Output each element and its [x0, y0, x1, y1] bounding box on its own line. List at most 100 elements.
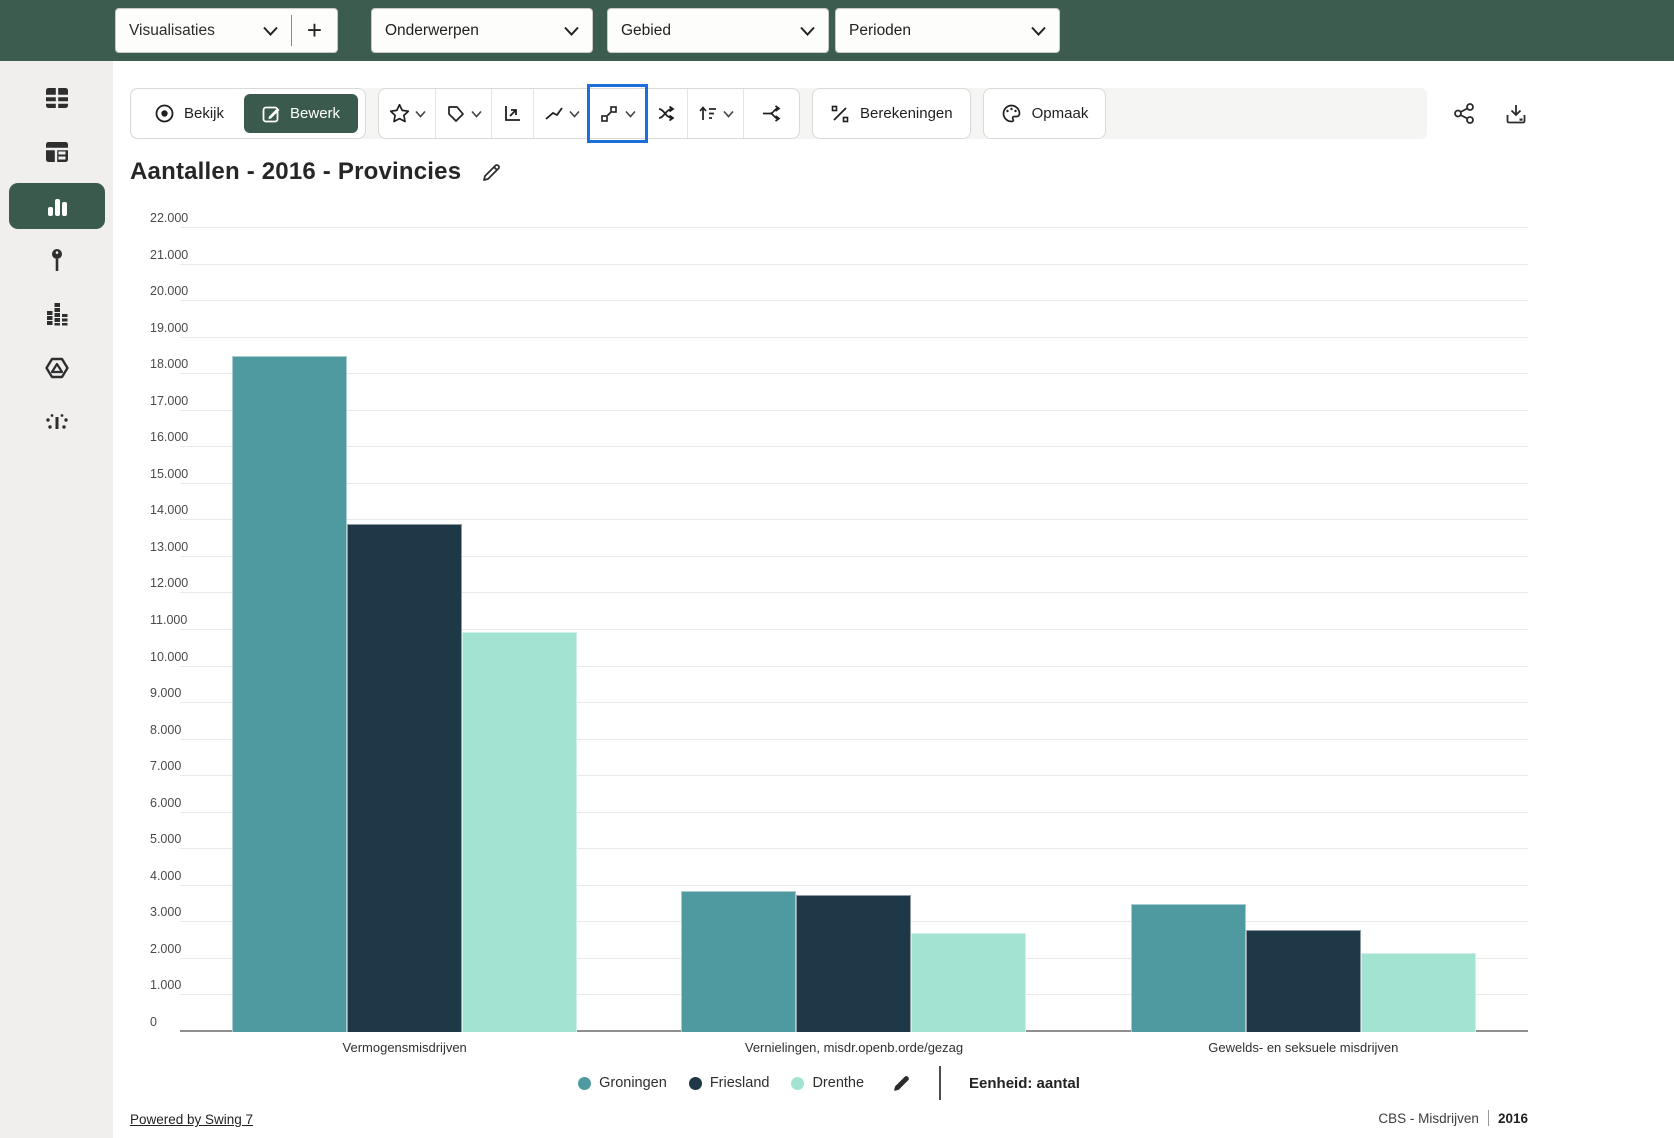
swap-axes-button[interactable]: [645, 89, 687, 138]
legend-dot: [578, 1076, 592, 1090]
map-pin-icon: [51, 249, 62, 271]
y-axis-tick-label: 19.000: [150, 320, 189, 335]
bar-friesland[interactable]: [796, 894, 912, 1032]
calculations-icon: [831, 105, 849, 122]
bar-group: [1079, 228, 1528, 1032]
table-icon: [45, 88, 68, 108]
shuffle-icon: [658, 105, 675, 122]
category-axis: Vermogensmisdrijven Vernielingen, misdr.o…: [180, 1040, 1528, 1055]
bar-friesland[interactable]: [1245, 929, 1361, 1032]
gridline: [180, 482, 1528, 484]
star-icon: [389, 103, 409, 123]
chevron-down-icon: [564, 26, 579, 36]
bewerk-label: Bewerk: [290, 105, 341, 122]
y-axis-tick-label: 9.000: [150, 686, 182, 701]
gridline: [180, 519, 1528, 521]
axes-tool-button[interactable]: [491, 89, 533, 138]
gridline: [180, 373, 1528, 375]
powered-by-link[interactable]: Powered by Swing 7: [130, 1112, 254, 1127]
legend-row: Groningen Friesland Drenthe Eenheid: aanta…: [130, 1064, 1528, 1102]
legend-dot: [791, 1076, 805, 1090]
edit-title-button[interactable]: [481, 162, 502, 183]
palette-icon: [1002, 104, 1020, 123]
bar-chart-icon: [47, 199, 67, 216]
eye-icon: [155, 104, 174, 123]
pivot-table-icon: [45, 142, 68, 162]
y-axis-tick-label: 15.000: [150, 466, 189, 481]
y-axis-tick-label: 21.000: [150, 247, 189, 262]
visualisaties-dropdown[interactable]: Visualisaties: [116, 9, 291, 52]
y-axis-tick-label: 16.000: [150, 430, 189, 445]
sidebar-item-shape-map[interactable]: [9, 341, 105, 395]
gridline: [180, 884, 1528, 886]
scatter-tool-button[interactable]: [587, 84, 649, 143]
add-visualisation-button[interactable]: +: [306, 15, 323, 45]
gridline: [180, 738, 1528, 740]
dropdown-divider: [291, 15, 292, 46]
source-label: CBS - Misdrijven: [1378, 1110, 1479, 1126]
line-chart-tool-button[interactable]: [533, 89, 589, 138]
bar-groningen[interactable]: [232, 355, 348, 1032]
gebied-dropdown[interactable]: Gebied: [607, 8, 829, 53]
share-button[interactable]: [1453, 102, 1476, 125]
label-tool-button[interactable]: [435, 89, 491, 138]
sidebar-item-distribution[interactable]: [9, 395, 105, 449]
y-axis-tick-label: 0: [150, 1015, 157, 1029]
y-axis-tick-label: 14.000: [150, 503, 189, 518]
sidebar-item-bar-chart[interactable]: [8, 183, 105, 229]
sidebar-item-table[interactable]: [9, 71, 105, 125]
favorite-tool-button[interactable]: [379, 89, 435, 138]
legend-item-groningen[interactable]: Groningen: [578, 1075, 667, 1091]
category-label: Gewelds- en seksuele misdrijven: [1208, 1040, 1399, 1055]
footer-source: CBS - Misdrijven 2016: [1378, 1110, 1528, 1126]
visualisaties-dropdown-group: Visualisaties +: [115, 8, 338, 53]
category-label: Vernielingen, misdr.openb.orde/gezag: [744, 1040, 964, 1055]
view-edit-group: Bekijk Bewerk: [130, 88, 367, 139]
berekeningen-button[interactable]: Berekeningen: [812, 88, 971, 139]
bar-friesland[interactable]: [347, 524, 463, 1032]
download-icon: [1506, 104, 1526, 123]
legend-divider: [939, 1066, 942, 1100]
y-axis-tick-label: 4.000: [150, 868, 182, 883]
sort-tool-button[interactable]: [687, 89, 743, 138]
bar-drenthe[interactable]: [911, 933, 1027, 1032]
gridline: [180, 702, 1528, 704]
sort-icon: [699, 106, 717, 120]
y-axis-tick-label: 8.000: [150, 722, 182, 737]
sidebar-item-pivot-table[interactable]: [9, 125, 105, 179]
bekijk-button[interactable]: Bekijk: [138, 94, 240, 133]
sidebar: [0, 61, 113, 1138]
perioden-dropdown[interactable]: Perioden: [835, 8, 1060, 53]
bar-group: [629, 228, 1078, 1032]
gridline: [180, 555, 1528, 557]
edit-legend-button[interactable]: [892, 1074, 911, 1093]
gridline: [180, 409, 1528, 411]
bar-chart: 0 1.000 2.000 3.000 4.000 5.000 6.000 7.000 8.00…: [130, 211, 1528, 1032]
edit-icon: [262, 106, 280, 123]
bar-groningen[interactable]: [681, 891, 797, 1032]
gridline: [180, 811, 1528, 813]
opmaak-button[interactable]: Opmaak: [982, 88, 1107, 139]
gebied-dropdown-label: Gebied: [621, 21, 671, 39]
chevron-down-icon: [470, 110, 482, 118]
chevron-down-icon: [414, 110, 426, 118]
trend-line-icon: [544, 106, 563, 120]
legend-item-friesland[interactable]: Friesland: [688, 1075, 769, 1091]
y-axis-tick-label: 3.000: [150, 905, 182, 920]
scatter-icon: [601, 106, 617, 122]
pencil-icon: [483, 163, 501, 181]
bar-drenthe[interactable]: [1360, 953, 1476, 1032]
bewerk-button[interactable]: Bewerk: [244, 94, 359, 133]
sidebar-item-map[interactable]: [9, 233, 105, 287]
legend-item-drenthe[interactable]: Drenthe: [791, 1075, 864, 1091]
branch-icon: [763, 105, 781, 122]
onderwerpen-dropdown[interactable]: Onderwerpen: [371, 8, 593, 53]
bar-drenthe[interactable]: [462, 631, 578, 1032]
y-axis-tick-label: 11.000: [150, 613, 188, 627]
sidebar-item-stacked-chart[interactable]: [9, 287, 105, 341]
bar-groningen[interactable]: [1130, 904, 1246, 1032]
split-tool-button[interactable]: [743, 89, 799, 138]
download-button[interactable]: [1504, 102, 1528, 126]
gridline: [180, 336, 1528, 338]
scatter-distribution-icon: [45, 414, 68, 429]
